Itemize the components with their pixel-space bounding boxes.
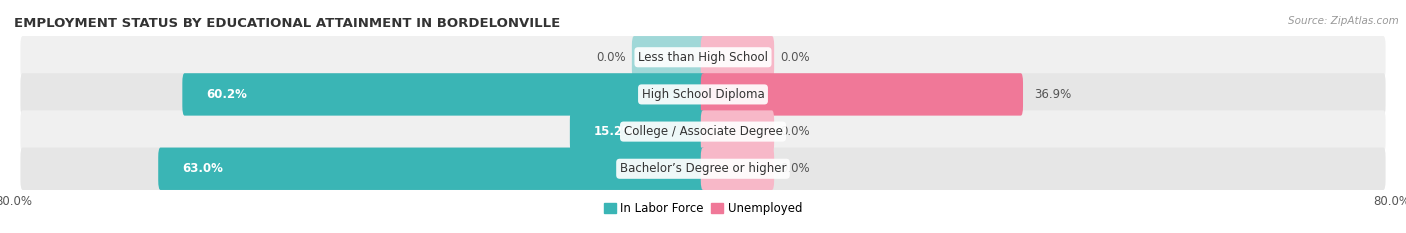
FancyBboxPatch shape [183,73,706,116]
Text: 36.9%: 36.9% [1033,88,1071,101]
FancyBboxPatch shape [21,36,1385,79]
FancyBboxPatch shape [21,110,1385,153]
FancyBboxPatch shape [569,110,706,153]
Text: 60.2%: 60.2% [207,88,247,101]
FancyBboxPatch shape [631,36,706,79]
FancyBboxPatch shape [700,36,775,79]
Text: College / Associate Degree: College / Associate Degree [624,125,782,138]
Text: 0.0%: 0.0% [780,51,810,64]
FancyBboxPatch shape [21,73,1385,116]
Text: Source: ZipAtlas.com: Source: ZipAtlas.com [1288,16,1399,26]
FancyBboxPatch shape [700,73,1024,116]
Text: 0.0%: 0.0% [596,51,626,64]
FancyBboxPatch shape [700,147,775,190]
FancyBboxPatch shape [700,110,775,153]
Text: 0.0%: 0.0% [780,125,810,138]
FancyBboxPatch shape [159,147,706,190]
Text: Less than High School: Less than High School [638,51,768,64]
Text: 15.2%: 15.2% [593,125,634,138]
Text: Bachelor’s Degree or higher: Bachelor’s Degree or higher [620,162,786,175]
FancyBboxPatch shape [21,147,1385,190]
Text: EMPLOYMENT STATUS BY EDUCATIONAL ATTAINMENT IN BORDELONVILLE: EMPLOYMENT STATUS BY EDUCATIONAL ATTAINM… [14,17,561,30]
Text: High School Diploma: High School Diploma [641,88,765,101]
Legend: In Labor Force, Unemployed: In Labor Force, Unemployed [599,197,807,219]
Text: 63.0%: 63.0% [181,162,224,175]
Text: 0.0%: 0.0% [780,162,810,175]
